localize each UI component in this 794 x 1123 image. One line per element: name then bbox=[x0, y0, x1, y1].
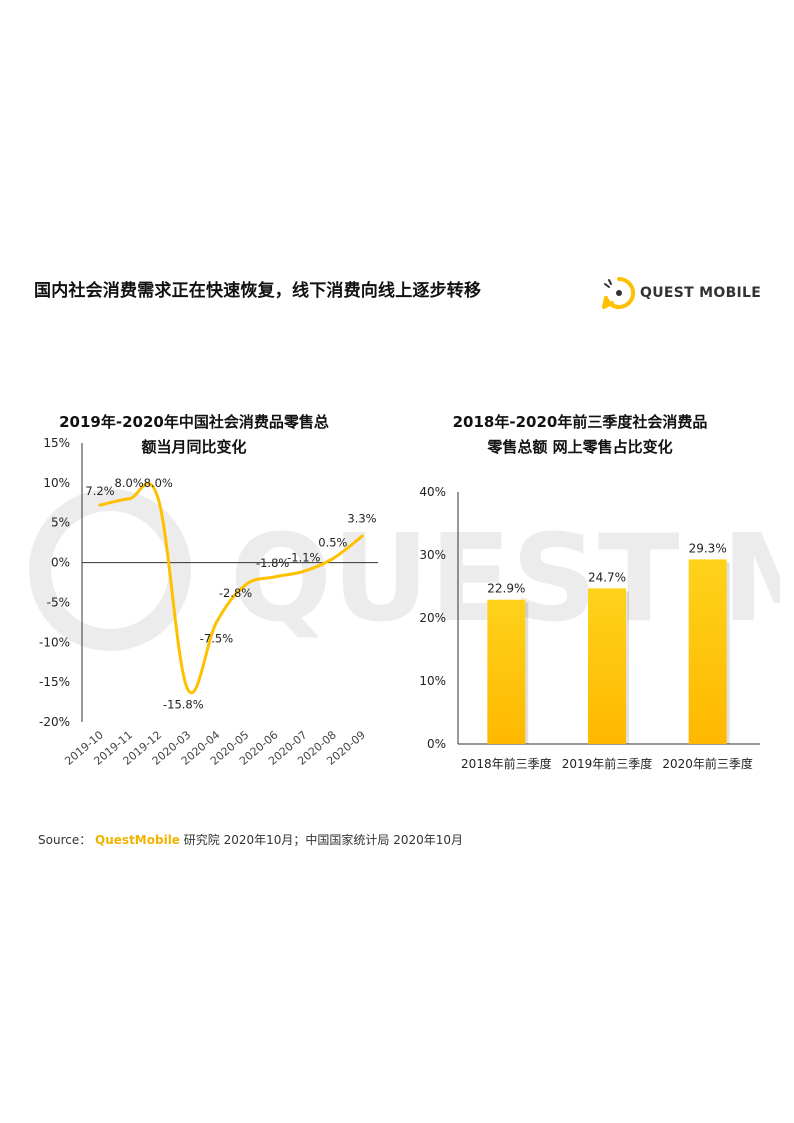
bar-category-label: 2020年前三季度 bbox=[662, 756, 753, 771]
bar bbox=[688, 559, 727, 744]
bar-chart-y-tick-label: 0% bbox=[427, 737, 446, 751]
bar-chart-y-tick-label: 10% bbox=[419, 674, 446, 688]
line-chart-y-tick-label: 5% bbox=[51, 516, 70, 530]
bar-chart-y-tick-label: 20% bbox=[419, 611, 446, 625]
line-chart-title-line1: 2019年-2020年中国社会消费品零售总 bbox=[59, 413, 329, 431]
line-chart-value-label: 8.0% bbox=[144, 476, 173, 490]
line-chart-value-label: -1.8% bbox=[256, 556, 289, 570]
logo-icon bbox=[602, 276, 636, 309]
source-brand: QuestMobile bbox=[95, 833, 180, 847]
quest-mobile-logo: QUEST MOBILE bbox=[600, 272, 770, 312]
line-chart-title: 2019年-2020年中国社会消费品零售总 额当月同比变化 bbox=[24, 410, 364, 460]
bar-chart-title: 2018年-2020年前三季度社会消费品 零售总额 网上零售占比变化 bbox=[410, 410, 750, 460]
line-chart-value-label: -1.1% bbox=[287, 550, 320, 564]
line-chart-y-tick-label: -10% bbox=[39, 635, 70, 649]
line-chart-point bbox=[156, 497, 160, 501]
source-note: Source： QuestMobile 研究院 2020年10月；中国国家统计局… bbox=[38, 831, 463, 848]
line-chart-point bbox=[302, 569, 306, 573]
bar-value-label: 29.3% bbox=[689, 541, 727, 555]
line-chart-point bbox=[127, 497, 131, 501]
line-chart-point bbox=[214, 620, 218, 624]
logo-text: QUEST MOBILE bbox=[640, 285, 762, 301]
bar-chart-y-tick-label: 40% bbox=[419, 485, 446, 499]
line-chart-y-tick-label: -20% bbox=[39, 715, 70, 729]
page-title: 国内社会消费需求正在快速恢复，线下消费向线上逐步转移 bbox=[34, 281, 482, 301]
line-chart-point bbox=[360, 534, 364, 538]
line-chart-value-label: 7.2% bbox=[85, 484, 114, 498]
bar-value-label: 22.9% bbox=[487, 582, 525, 596]
line-chart-y-tick-label: 15% bbox=[43, 436, 70, 450]
bar-value-label: 24.7% bbox=[588, 570, 626, 584]
line-chart-value-label: -15.8% bbox=[163, 698, 204, 712]
line-chart-point bbox=[98, 503, 102, 507]
bar-chart: 40% 30% 20% 10% 0% 22.9% 2018年前三季度 24.7% 2019年前三… bbox=[419, 485, 760, 771]
line-chart-point bbox=[273, 575, 277, 579]
line-chart-point bbox=[185, 687, 189, 691]
bar-category-label: 2019年前三季度 bbox=[562, 756, 653, 771]
line-chart-y-tick-label: 10% bbox=[43, 476, 70, 490]
line-chart-y-tick-label: -5% bbox=[47, 595, 70, 609]
line-chart-value-label: 8.0% bbox=[115, 476, 144, 490]
bar-chart-y-tick-label: 30% bbox=[419, 548, 446, 562]
line-chart-value-label: 0.5% bbox=[318, 536, 347, 550]
bar bbox=[588, 588, 626, 744]
line-chart-y-tick-label: -15% bbox=[39, 675, 70, 689]
line-chart-point bbox=[331, 557, 335, 561]
line-chart-value-label: 3.3% bbox=[347, 511, 376, 525]
bar-chart-title-line1: 2018年-2020年前三季度社会消费品 bbox=[452, 413, 708, 431]
bar-category-label: 2018年前三季度 bbox=[461, 756, 552, 771]
line-chart-value-label: -7.5% bbox=[200, 631, 233, 645]
source-rest: 研究院 2020年10月；中国国家统计局 2020年10月 bbox=[183, 833, 464, 847]
line-chart-title-line2: 额当月同比变化 bbox=[141, 438, 247, 456]
line-chart: 15%10%5%0%-5%-10%-15%-20%7.2%8.0% 8.0%-15… bbox=[39, 436, 378, 768]
line-chart-point bbox=[244, 583, 248, 587]
source-label: Source： bbox=[38, 833, 92, 847]
bar bbox=[487, 599, 526, 744]
line-chart-y-tick-label: 0% bbox=[51, 556, 70, 570]
line-chart-value-label: -2.8% bbox=[219, 586, 252, 600]
bar-chart-title-line2: 零售总额 网上零售占比变化 bbox=[487, 438, 673, 456]
